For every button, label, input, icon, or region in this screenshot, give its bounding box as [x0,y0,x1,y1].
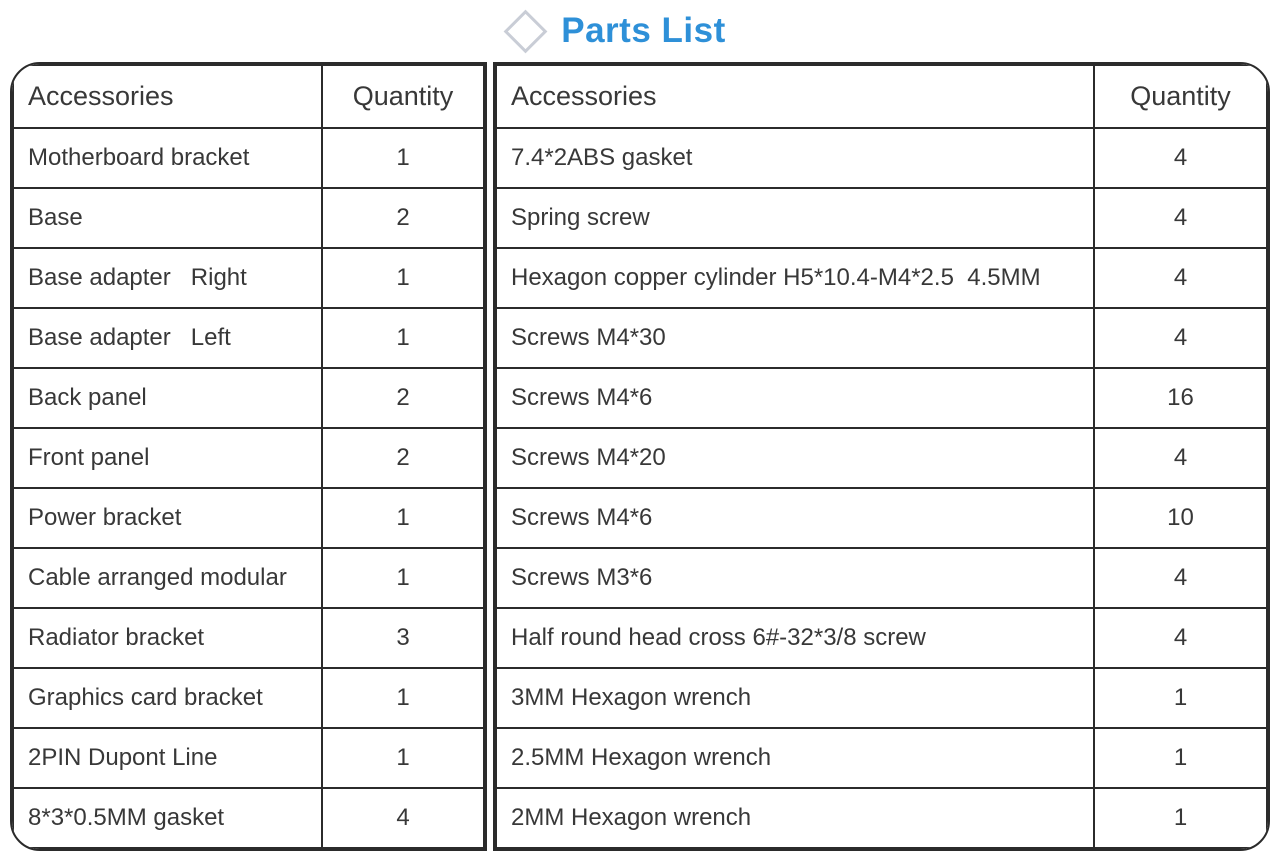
quantity-cell: 4 [1093,607,1268,669]
quantity-cell: 1 [1093,787,1268,849]
title-bar: Parts List [0,0,1258,62]
quantity-cell: 4 [1093,247,1268,309]
table-row: Base 2 [12,187,485,249]
accessory-cell: Front panel [12,427,323,489]
quantity-cell: 1 [321,247,485,309]
accessory-cell: Screws M4*20 [495,427,1095,489]
accessory-cell: Cable arranged modular [12,547,323,609]
accessory-cell: 2.5MM Hexagon wrench [495,727,1095,789]
table-row: Graphics card bracket 1 [12,667,485,729]
quantity-cell: 1 [321,547,485,609]
accessory-cell: 2PIN Dupont Line [12,727,323,789]
quantity-cell: 1 [1093,667,1268,729]
accessory-cell: Motherboard bracket [12,127,323,189]
table-row: Screws M4*20 4 [495,427,1268,489]
quantity-cell: 1 [321,727,485,789]
table-row: 3MM Hexagon wrench 1 [495,667,1268,729]
table-row: Screws M4*30 4 [495,307,1268,369]
quantity-cell: 1 [321,667,485,729]
accessory-cell: 2MM Hexagon wrench [495,787,1095,849]
accessory-cell: Screws M4*30 [495,307,1095,369]
page-title: Parts List [561,11,726,50]
table-row: 2PIN Dupont Line 1 [12,727,485,789]
quantity-cell: 2 [321,367,485,429]
table-row: Base adapter Right 1 [12,247,485,309]
quantity-cell: 2 [321,187,485,249]
accessory-cell: Radiator bracket [12,607,323,669]
quantity-cell: 4 [321,787,485,849]
quantity-cell: 4 [1093,307,1268,369]
table-row: Power bracket 1 [12,487,485,549]
tables-container: Accessories Quantity Motherboard bracket… [0,62,1280,851]
table-row: Cable arranged modular 1 [12,547,485,609]
accessory-cell: Base adapter Right [12,247,323,309]
table-row: Screws M4*6 16 [495,367,1268,429]
parts-table-left-table: Accessories Quantity Motherboard bracket… [12,64,485,849]
accessory-cell: Screws M4*6 [495,487,1095,549]
quantity-cell: 1 [321,307,485,369]
diamond-icon [503,9,548,53]
parts-table-left: Accessories Quantity Motherboard bracket… [10,62,487,851]
parts-table-right-table: Accessories Quantity 7.4*2ABS gasket 4 Spr… [495,64,1268,849]
accessory-cell: 7.4*2ABS gasket [495,127,1095,189]
table-row: Front panel 2 [12,427,485,489]
table-row: 2.5MM Hexagon wrench 1 [495,727,1268,789]
quantity-cell: 1 [321,127,485,189]
table-row: Screws M4*6 10 [495,487,1268,549]
header-row: Accessories Quantity [495,64,1268,129]
quantity-cell: 2 [321,427,485,489]
quantity-cell: 4 [1093,547,1268,609]
accessory-cell: 8*3*0.5MM gasket [12,787,323,849]
accessory-cell: Half round head cross 6#-32*3/8 screw [495,607,1095,669]
accessory-cell: Spring screw [495,187,1095,249]
table-row: Spring screw 4 [495,187,1268,249]
quantity-cell: 1 [1093,727,1268,789]
accessory-cell: Hexagon copper cylinder H5*10.4-M4*2.5 4… [495,247,1095,309]
accessory-cell: Base [12,187,323,249]
table-row: Screws M3*6 4 [495,547,1268,609]
accessory-cell: Power bracket [12,487,323,549]
column-header-quantity: Quantity [321,64,485,129]
table-row: Back panel 2 [12,367,485,429]
quantity-cell: 4 [1093,187,1268,249]
table-row: Hexagon copper cylinder H5*10.4-M4*2.5 4… [495,247,1268,309]
table-row: 7.4*2ABS gasket 4 [495,127,1268,189]
parts-table-right: Accessories Quantity 7.4*2ABS gasket 4 Spr… [493,62,1270,851]
accessory-cell: Back panel [12,367,323,429]
accessory-cell: Screws M3*6 [495,547,1095,609]
quantity-cell: 16 [1093,367,1268,429]
quantity-cell: 10 [1093,487,1268,549]
accessory-cell: Graphics card bracket [12,667,323,729]
accessory-cell: 3MM Hexagon wrench [495,667,1095,729]
quantity-cell: 4 [1093,427,1268,489]
header-row: Accessories Quantity [12,64,485,129]
quantity-cell: 4 [1093,127,1268,189]
table-row: Radiator bracket 3 [12,607,485,669]
table-row: Motherboard bracket 1 [12,127,485,189]
column-header-quantity: Quantity [1093,64,1268,129]
accessory-cell: Screws M4*6 [495,367,1095,429]
accessory-cell: Base adapter Left [12,307,323,369]
column-header-accessories: Accessories [495,64,1095,129]
table-row: Base adapter Left 1 [12,307,485,369]
table-row: 8*3*0.5MM gasket 4 [12,787,485,849]
table-row: 2MM Hexagon wrench 1 [495,787,1268,849]
column-header-accessories: Accessories [12,64,323,129]
quantity-cell: 3 [321,607,485,669]
quantity-cell: 1 [321,487,485,549]
table-row: Half round head cross 6#-32*3/8 screw 4 [495,607,1268,669]
